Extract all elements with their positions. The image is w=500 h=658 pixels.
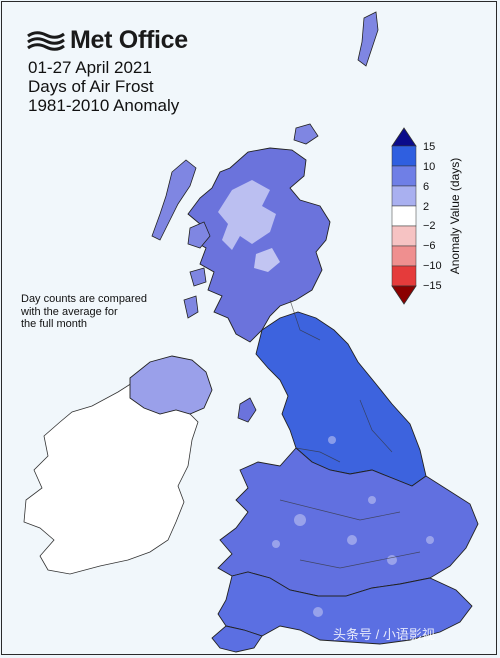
note-line-2: with the average for (21, 305, 118, 318)
tick-label-neg2: −2 (423, 220, 436, 232)
colorbar-bottom-arrow (391, 285, 417, 305)
tick-label-6: 6 (423, 181, 430, 193)
orkney-islands (293, 123, 319, 145)
north-england (255, 311, 427, 487)
tick-label-neg6: −6 (423, 240, 436, 252)
colorbar-cell-10-15 (391, 145, 417, 167)
colorbar-cell-6-10 (391, 165, 417, 187)
colorbar-cell-neg15-neg10 (391, 265, 417, 287)
title-date-range: 01-27 April 2021 (28, 58, 152, 77)
note-line-1: Day counts are compared (21, 293, 147, 305)
western-isles (151, 159, 197, 241)
islay-island (183, 295, 199, 319)
title-baseline: 1981-2010 Anomaly (28, 96, 180, 115)
colorbar-cell-2-6 (391, 185, 417, 207)
logo-text: Met Office (70, 26, 188, 54)
cornwall (211, 625, 263, 653)
met-office-swirl-icon (27, 30, 65, 51)
tick-label-neg15: −15 (423, 280, 442, 292)
shetland-islands (357, 11, 379, 67)
watermark-text: 头条号 / 小语影视 (333, 627, 435, 642)
scotland-landmass (187, 147, 331, 343)
title-metric: Days of Air Frost (28, 77, 154, 96)
tick-label-2: 2 (423, 201, 430, 213)
note-line-3: the full month (21, 318, 88, 330)
met-office-logo: Met Office (26, 26, 188, 55)
skye-island (187, 221, 211, 249)
tick-label-10: 10 (423, 161, 436, 173)
colorbar-cell-neg6-neg2 (391, 225, 417, 247)
map-title: 01-27 April 2021 Days of Air Frost 1981-… (28, 58, 179, 115)
isle-of-man (237, 397, 257, 423)
colorbar-title: Anomaly Value (days) (448, 157, 462, 275)
northern-ireland-landmass (129, 355, 213, 415)
tick-label-neg10: −10 (423, 260, 442, 272)
mull-island (189, 267, 207, 287)
comparison-note: Day counts are compared with the average… (21, 293, 147, 331)
colorbar-cell-neg2-2 (391, 205, 417, 227)
highland-peaks-2 (254, 248, 280, 272)
frost-speckles (272, 436, 434, 617)
highland-peaks (218, 180, 276, 250)
tick-label-15: 15 (423, 141, 436, 153)
region-boundaries (279, 299, 421, 569)
colorbar-cell-neg10-neg6 (391, 245, 417, 267)
colorbar (391, 127, 417, 305)
colorbar-top-arrow (391, 127, 417, 147)
